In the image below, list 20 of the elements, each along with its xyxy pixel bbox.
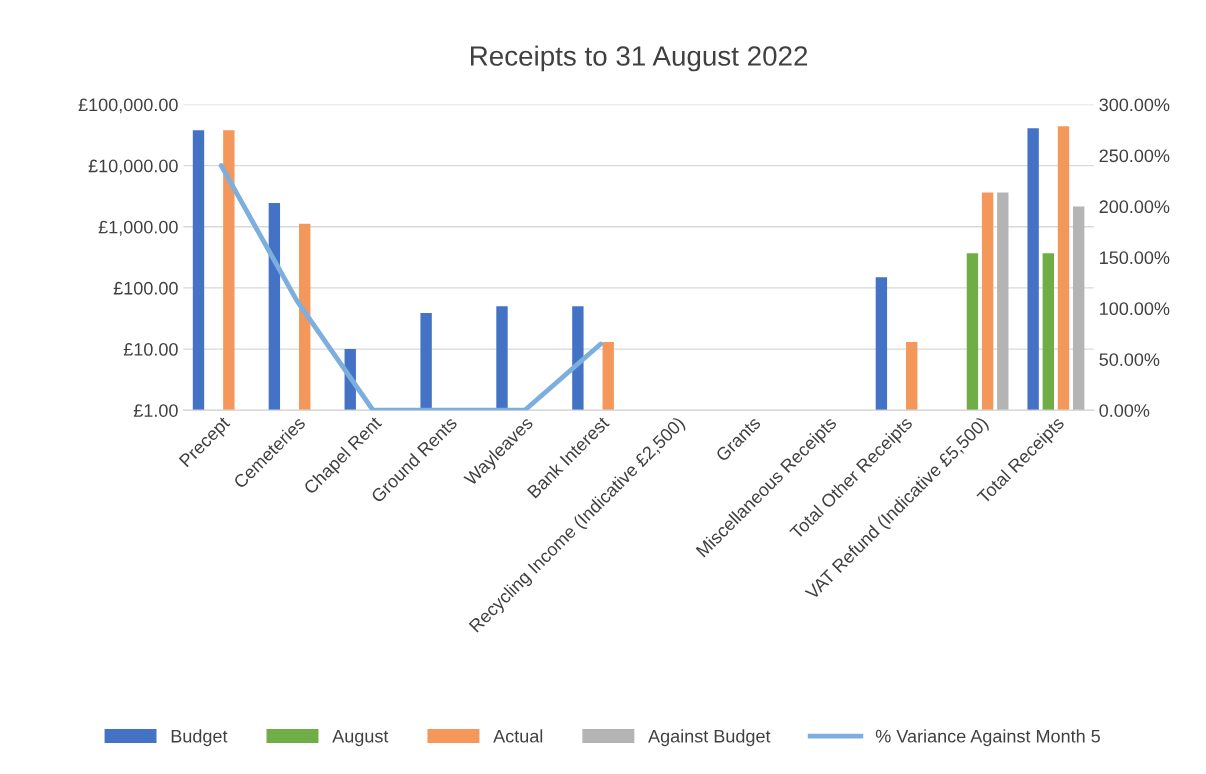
y2-tick-label: 50.00% — [1099, 353, 1160, 366]
y-tick-label: £100.00 — [113, 281, 178, 295]
y-tick-label: £100,000.00 — [78, 98, 178, 114]
y2-tick-label: 0.00% — [1099, 404, 1150, 417]
y2-tick-label: 100.00% — [1100, 302, 1170, 316]
legend-label: Budget — [171, 729, 228, 747]
chart-title: Receipts to 31 August 2022 — [470, 45, 808, 72]
legend-label: % Variance Against Month 5 — [875, 729, 1100, 747]
line-series — [218, 163, 604, 411]
y-tick-label: £10,000.00 — [88, 159, 178, 175]
legend-label: Actual — [493, 729, 543, 743]
y2-tick-label: 250.00% — [1099, 149, 1170, 163]
y2-tick-label: 200.00% — [1099, 200, 1170, 214]
y-tick-label: £1,000.00 — [98, 220, 178, 236]
legend-label: Against Budget — [648, 729, 771, 747]
y2-tick-label: 150.00% — [1100, 251, 1170, 265]
y2-tick-label: 300.00% — [1099, 98, 1170, 112]
y-tick-label: £10.00 — [123, 343, 178, 356]
y-tick-label: £1.00 — [133, 404, 178, 417]
legend-label: August — [332, 729, 389, 747]
